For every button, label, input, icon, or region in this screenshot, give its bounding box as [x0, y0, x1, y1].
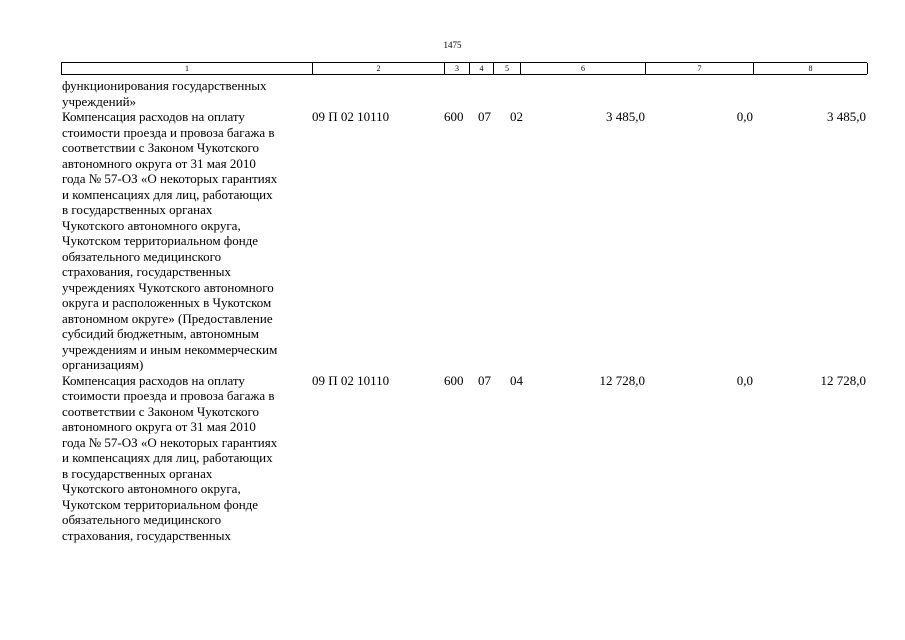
- description-line: соответствии с Законом Чукотского: [62, 403, 260, 419]
- header-col-3: 3: [445, 63, 470, 74]
- col5-cell: 04: [510, 372, 523, 388]
- header-col-2: 2: [313, 63, 445, 74]
- description-line: страхования, государственных: [62, 527, 231, 543]
- header-col-6: 6: [521, 63, 646, 74]
- description-line: автономного округа от 31 мая 2010: [62, 155, 256, 171]
- description-line: Чукотском территориальном фонде: [62, 496, 259, 512]
- description-line: обязательного медицинского: [62, 248, 222, 264]
- description-cell: Компенсация расходов на оплату стоимости …: [62, 109, 312, 373]
- col5-cell: 02: [510, 109, 523, 124]
- page-number: 1475: [443, 40, 462, 50]
- description-line: Чукотского автономного округа,: [62, 481, 241, 496]
- description-line: и компенсациях для лиц, работающих: [62, 186, 273, 202]
- header-col-7: 7: [646, 63, 754, 74]
- description-line: стоимости проезда и провоза багажа в: [62, 124, 275, 140]
- col4-cell: 07: [478, 372, 491, 388]
- code-cell: 09 П 02 10110: [312, 372, 390, 388]
- description-cell: Компенсация расходов на оплату стоимости …: [62, 373, 312, 544]
- header-col-1: 1: [62, 63, 313, 74]
- description-line: автономного округа от 31 мая 2010: [62, 419, 256, 434]
- col3-cell: 600: [444, 109, 464, 124]
- description-cell: функционирования государственных учрежден…: [62, 78, 312, 109]
- description-line: Чукотского автономного округа,: [62, 217, 241, 233]
- description-line: учреждениях Чукотского автономного: [62, 279, 274, 295]
- description-line: автономном округе» (Предоставление: [62, 310, 273, 326]
- description-line: функционирования государственных: [62, 78, 267, 93]
- description-line: страхования, государственных: [62, 264, 231, 279]
- code-cell: 09 П 02 10110: [312, 109, 390, 124]
- description-line: обязательного медицинского: [62, 512, 222, 527]
- description-line: Чукотском территориальном фонде: [62, 233, 259, 248]
- col7-cell: 0,0: [736, 109, 753, 124]
- description-line: стоимости проезда и провоза багажа в: [62, 388, 275, 403]
- description-line: года № 57-ОЗ «О некоторых гарантиях: [62, 434, 278, 450]
- description-line: округа и расположенных в Чукотском: [62, 295, 272, 310]
- header-col-5: 5: [494, 63, 521, 74]
- table-header: 1 2 3 4 5 6 7 8: [61, 62, 868, 75]
- col8-cell: 12 728,0: [820, 372, 867, 388]
- description-line: года № 57-ОЗ «О некоторых гарантиях: [62, 171, 278, 186]
- header-col-8: 8: [754, 63, 868, 74]
- col6-cell: 3 485,0: [606, 109, 645, 124]
- header-col-4: 4: [470, 63, 494, 74]
- col3-cell: 600: [444, 372, 464, 388]
- description-line: в государственных органах: [62, 465, 213, 481]
- description-line: Компенсация расходов на оплату: [62, 109, 245, 124]
- col8-cell: 3 485,0: [827, 109, 866, 124]
- description-line: в государственных органах: [62, 202, 213, 217]
- col7-cell: 0,0: [736, 372, 753, 388]
- col4-cell: 07: [478, 109, 491, 124]
- description-line: учреждениям и иным некоммерческим: [62, 341, 278, 357]
- description-line: Компенсация расходов на оплату: [62, 372, 245, 388]
- description-line: субсидий бюджетным, автономным: [62, 326, 259, 341]
- description-line: учреждений»: [62, 93, 137, 109]
- description-line: организациям): [62, 357, 144, 372]
- col6-cell: 12 728,0: [599, 372, 646, 388]
- description-line: и компенсациях для лиц, работающих: [62, 450, 273, 465]
- description-line: соответствии с Законом Чукотского: [62, 140, 260, 155]
